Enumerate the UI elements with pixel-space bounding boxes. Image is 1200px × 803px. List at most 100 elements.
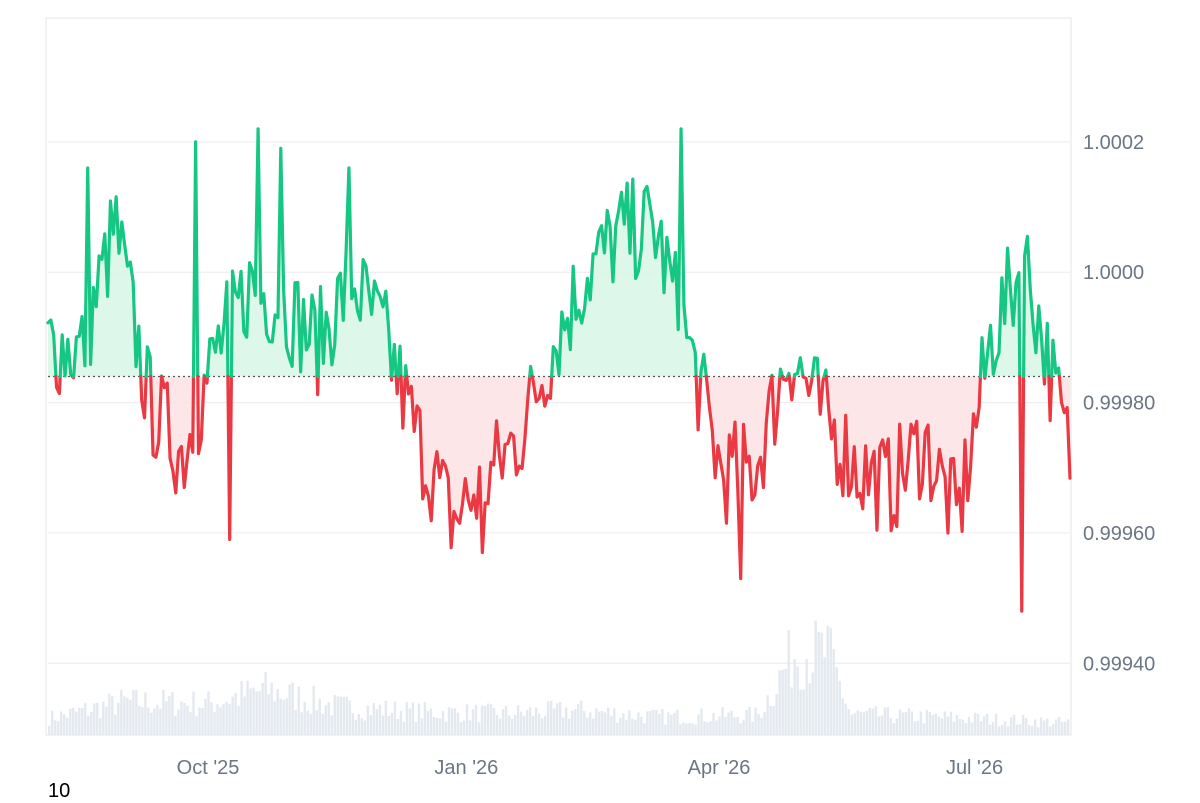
volume-bar [869,708,871,735]
volume-bar [421,718,423,735]
volume-bar [138,706,140,735]
volume-bar [153,709,155,735]
volume-bar [691,723,693,735]
volume-bar [890,718,892,735]
volume-bar [433,717,435,735]
volume-bar [285,699,287,735]
volume-bar [105,707,107,735]
volume-bar [349,701,351,735]
volume-bar [388,716,390,735]
volume-bar [884,707,886,735]
volume-bar [613,708,615,735]
volume-bar [319,699,321,735]
volume-bar [144,692,146,735]
volume-bar [385,701,387,735]
volume-bar [655,710,657,735]
price-line-below [317,377,318,395]
volume-bar [851,715,853,735]
y-tick-label: 1.0000 [1083,262,1144,284]
volume-bar [860,712,862,735]
volume-bar [739,723,741,735]
volume-bar [171,692,173,735]
volume-bar [616,723,618,735]
volume-bar [1028,725,1030,735]
volume-bar [568,719,570,735]
volume-bar [409,708,411,735]
volume-bar [607,708,609,735]
volume-bar [114,714,116,735]
volume-bar [887,707,889,735]
volume-bar [694,725,696,735]
price-line-below [1049,377,1052,421]
volume-bar [442,711,444,735]
volume-bar [775,694,777,735]
volume-bar [457,713,459,735]
volume-bar [1004,721,1006,735]
volume-bar [412,703,414,735]
volume-bar [117,703,119,735]
volume-bar [673,713,675,735]
volume-bar [288,685,290,735]
volume-bar [210,702,212,735]
volume-bar [757,714,759,735]
volume-bar [854,713,856,735]
volume-bar [237,706,239,735]
volume-bar [637,712,639,735]
volume-bar [911,711,913,735]
volume-bar [899,709,901,735]
volume-bar [676,710,678,735]
volume-bar [490,704,492,735]
volume-bar [796,666,798,735]
volume-bar [304,702,306,735]
volume-bar [827,626,829,735]
volume-bar [376,709,378,735]
volume-bar [995,714,997,735]
volume-bar [709,721,711,735]
volume-bar [908,708,910,735]
volume-bar [836,667,838,735]
area-fill-below [826,377,980,534]
volume-bar [325,705,327,735]
volume-bar [234,693,236,735]
volume-bar [742,720,744,735]
volume-bar [989,725,991,735]
volume-bar [487,703,489,735]
volume-bar [63,714,65,735]
volume-bar [84,703,86,735]
volume-bar [748,707,750,735]
volume-bar [484,706,486,735]
volume-bar [216,704,218,735]
volume-bar [652,710,654,735]
y-tick-label: 0.99940 [1083,653,1155,675]
volume-bar [165,701,167,735]
volume-bar [502,709,504,735]
volume-bar [72,708,74,735]
volume-bar [111,696,113,735]
volume-bar [658,714,660,735]
volume-bar [367,706,369,735]
volume-bar [267,694,269,735]
volume-bar [769,706,771,735]
volume-bar [252,688,254,735]
volume-bar [168,696,170,735]
volume-bar [508,715,510,735]
volume-bar [472,709,474,735]
volume-bar [604,712,606,735]
y-tick-label: 0.99980 [1083,393,1155,415]
volume-bar [391,713,393,735]
volume-bar [679,724,681,735]
volume-bar [228,704,230,735]
volume-bar [81,708,83,735]
volume-bar [520,712,522,735]
volume-bar [57,721,59,735]
volume-bar [54,720,56,735]
volume-bar [805,659,807,735]
volume-bar [340,696,342,735]
volume-bar [258,691,260,735]
volume-bar [553,708,555,735]
volume-bar [682,723,684,735]
volume-bar [156,705,158,735]
volume-bar [445,722,447,735]
volume-bar [763,712,765,735]
